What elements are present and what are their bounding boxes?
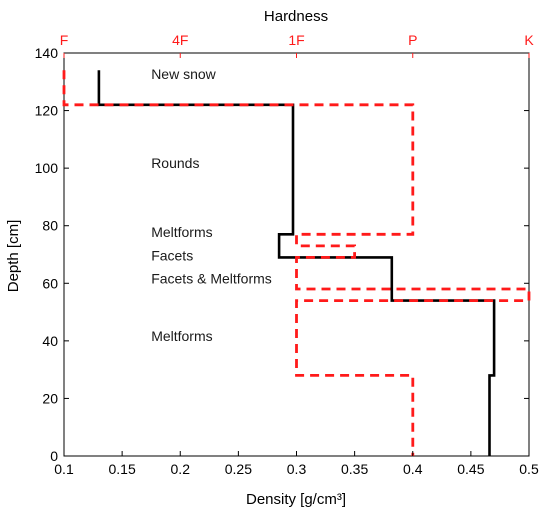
y-tick-label: 0 [50,448,58,464]
top-tick-label: K [524,32,534,48]
y-tick-label: 20 [42,390,58,406]
x-tick-label: 0.3 [287,461,307,477]
top-tick-label: P [408,32,417,48]
top-tick-label: 1F [288,32,304,48]
y-tick-label: 140 [35,45,59,61]
ticks-layer [63,52,530,457]
x-tick-label: 0.2 [171,461,191,477]
x-tick-label: 0.25 [225,461,252,477]
layer-label: New snow [151,66,216,82]
x-axis-title: Density [g/cm³] [246,491,346,508]
y-tick-label: 60 [42,275,58,291]
x-tick-label: 0.45 [457,461,484,477]
layer-label: Rounds [151,155,199,171]
y-axis-title: Depth [cm] [5,220,22,293]
layer-label: Facets [151,247,193,263]
x-tick-label: 0.15 [109,461,136,477]
layer-label: Meltforms [151,224,212,240]
y-tick-label: 80 [42,218,58,234]
layer-label: Meltforms [151,328,212,344]
y-tick-label: 100 [35,160,59,176]
layer-label: Facets & Meltforms [151,270,272,286]
x-tick-label: 0.1 [54,461,74,477]
top-tick-label: 4F [172,32,188,48]
hardness-series-line [62,70,531,456]
top-tick-label: F [60,32,69,48]
y-tick-label: 40 [42,333,58,349]
top-axis-title: Hardness [264,8,328,25]
x-tick-label: 0.35 [341,461,368,477]
labels-layer: 0.1 0.15 0.2 0.25 0.3 0.35 0.4 0.45 0.5 0 20 40 60 80… [35,32,539,477]
y-tick-label: 120 [35,103,59,119]
x-tick-label: 0.5 [519,461,539,477]
plot-area [63,52,530,457]
series-layer [62,70,531,456]
x-tick-label: 0.4 [403,461,423,477]
